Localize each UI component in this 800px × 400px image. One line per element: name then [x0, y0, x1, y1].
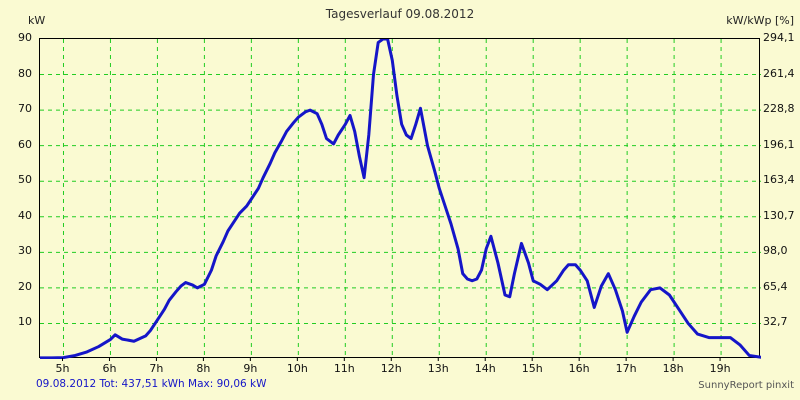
plot-area — [39, 38, 761, 359]
x-axis-tick-label: 18h — [662, 362, 684, 375]
y-axis-right-tick-label: 261,4 — [763, 66, 795, 80]
y-axis-left-tick-label: 80 — [18, 66, 32, 80]
y-axis-right-tick-label: 32,7 — [763, 315, 788, 329]
y-axis-left-tick-label: 10 — [18, 315, 32, 329]
x-axis-tick-label: 10h — [286, 362, 308, 375]
y-axis-left-tick-label: 50 — [18, 173, 32, 187]
y-axis-right-title: kW/kWp [%] — [726, 14, 794, 27]
footer-credit: SunnyReport pinxit — [698, 380, 794, 391]
y-axis-right-tick-label: 130,7 — [763, 208, 795, 222]
x-axis-tick-label: 13h — [427, 362, 449, 375]
y-axis-left-tick-label: 70 — [18, 102, 32, 116]
chart-series-line — [40, 39, 761, 359]
y-axis-left-title: kW — [28, 14, 46, 27]
footer-summary: 09.08.2012 Tot: 437,51 kWh Max: 90,06 kW — [36, 378, 267, 390]
x-axis-tick-label: 7h — [149, 362, 164, 375]
x-axis-tick-label: 9h — [243, 362, 258, 375]
y-axis-left-tick-label: 20 — [18, 279, 32, 293]
y-axis-right-tick-label: 196,1 — [763, 137, 795, 151]
x-axis-tick-label: 11h — [333, 362, 355, 375]
x-axis-tick-label: 12h — [380, 362, 402, 375]
x-axis-tick-label: 14h — [474, 362, 496, 375]
y-axis-left-tick-label: 40 — [18, 208, 32, 222]
x-axis-tick-label: 15h — [521, 362, 543, 375]
y-axis-left-tick-label: 60 — [18, 137, 32, 151]
x-axis-tick-label: 17h — [615, 362, 637, 375]
y-axis-right-tick-label: 294,1 — [763, 31, 795, 44]
x-axis-tick-label: 5h — [55, 362, 70, 375]
page-title: Tagesverlauf 09.08.2012 — [325, 7, 475, 21]
y-axis-right-tick-label: 98,0 — [763, 244, 788, 258]
y-axis-right-tick-label: 65,4 — [763, 279, 788, 293]
y-axis-left-tick-label: 30 — [18, 244, 32, 258]
x-axis-tick-label: 16h — [568, 362, 590, 375]
x-axis-tick-marks — [61, 358, 721, 361]
chart-gridlines — [40, 39, 761, 359]
y-axis-right-tick-label: 228,8 — [763, 102, 795, 116]
x-axis-tick-label: 6h — [102, 362, 117, 375]
y-axis-right-tick-label: 163,4 — [763, 173, 795, 187]
x-axis-tick-label: 8h — [196, 362, 211, 375]
y-axis-left-tick-label: 90 — [18, 31, 32, 44]
x-axis-tick-label: 19h — [709, 362, 731, 375]
